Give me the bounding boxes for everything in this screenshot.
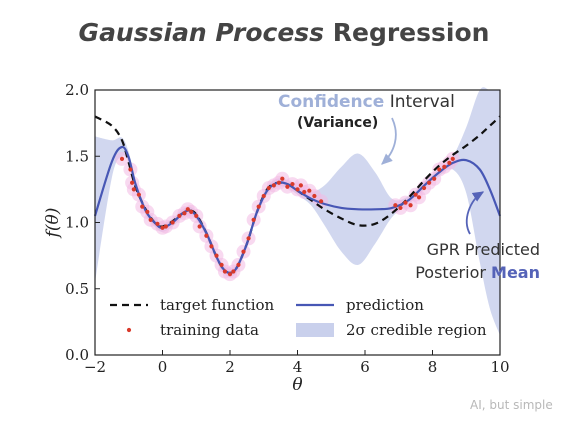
gpr-line-2-highlight: Mean	[491, 263, 540, 282]
training-point-51	[432, 176, 437, 181]
training-point-35	[285, 184, 290, 189]
x-tick-label-4: 6	[360, 358, 370, 376]
training-point-46	[408, 203, 413, 208]
training-point-53	[442, 164, 447, 169]
confidence-word: Confidence	[278, 92, 385, 112]
training-point-24	[231, 269, 236, 274]
y-axis-label: f(θ)	[43, 208, 63, 240]
training-point-16	[194, 213, 199, 218]
legend-key-training	[126, 327, 132, 333]
training-point-39	[302, 189, 307, 195]
training-point-6	[145, 209, 150, 214]
x-tick-label-1: 0	[158, 358, 168, 376]
training-point-44	[398, 205, 403, 211]
training-point-3	[131, 187, 136, 192]
training-point-28	[251, 217, 256, 222]
training-point-31	[266, 185, 271, 191]
x-tick-label-0: −2	[84, 358, 106, 376]
training-point-33	[276, 180, 282, 185]
training-point-13	[182, 211, 187, 216]
training-point-7	[148, 217, 153, 222]
legend-label-0: target function	[160, 296, 275, 314]
gpr-line-1: GPR Predicted	[426, 240, 540, 259]
legend-label-1: prediction	[346, 296, 424, 314]
training-point-12	[177, 213, 182, 218]
training-point-38	[298, 183, 303, 188]
gpr-mean-annotation: GPR Predicted Posterior Mean	[400, 238, 540, 284]
gpr-line-2: Posterior Mean	[400, 261, 540, 284]
training-point-30	[261, 193, 266, 199]
training-point-42	[319, 199, 324, 204]
title-rest-part: Regression	[332, 18, 490, 47]
confidence-interval-annotation: Confidence Interval	[278, 92, 455, 112]
training-point-15	[189, 209, 194, 214]
gpr-line-2-prefix: Posterior	[415, 263, 486, 282]
y-tick-label-4: 2.0	[65, 81, 89, 99]
training-point-23	[227, 272, 233, 277]
training-point-22	[222, 269, 228, 274]
training-point-32	[271, 183, 276, 188]
training-point-10	[163, 224, 168, 229]
training-point-5	[140, 204, 145, 209]
training-point-4	[136, 192, 141, 197]
y-tick-label-0: 0.0	[65, 346, 89, 364]
training-point-54	[447, 160, 452, 165]
training-point-45	[403, 200, 408, 205]
interval-word: Interval	[389, 92, 455, 112]
confidence-arrow	[381, 117, 397, 165]
variance-annotation: (Variance)	[297, 115, 379, 131]
y-tick-label-1: 0.5	[65, 280, 89, 298]
training-point-20	[214, 253, 219, 258]
training-point-52	[437, 167, 442, 172]
legend-label-3: 2σ credible region	[346, 321, 487, 339]
training-point-14	[185, 207, 190, 212]
x-tick-label-3: 4	[293, 358, 303, 376]
training-point-50	[427, 180, 432, 185]
training-point-47	[413, 192, 418, 197]
y-tick-label-3: 1.5	[65, 147, 89, 165]
training-point-25	[236, 262, 241, 267]
training-point-26	[241, 249, 246, 254]
training-point-49	[421, 185, 427, 191]
training-point-0	[119, 156, 125, 161]
x-axis-label: θ	[292, 375, 302, 395]
x-tick-label-6: 10	[490, 358, 509, 376]
training-point-29	[256, 204, 261, 209]
training-point-8	[155, 221, 160, 226]
training-point-1	[128, 167, 133, 172]
mean-arrow	[465, 191, 485, 235]
training-point-9	[160, 225, 165, 230]
training-point-40	[307, 188, 312, 193]
training-point-37	[295, 187, 300, 192]
training-point-55	[450, 156, 455, 161]
training-point-2	[130, 180, 135, 185]
legend-key-band	[296, 323, 334, 337]
training-point-18	[204, 233, 209, 238]
training-point-19	[209, 244, 214, 249]
y-tick-label-2: 1.0	[65, 214, 89, 232]
title-italic-part: Gaussian Process	[78, 18, 325, 47]
chart-title: Gaussian Process Regression	[0, 18, 568, 47]
training-point-43	[393, 203, 398, 208]
legend-label-2: training data	[160, 321, 259, 339]
training-point-36	[290, 181, 295, 187]
training-point-11	[170, 220, 175, 225]
training-point-21	[219, 262, 224, 267]
x-tick-label-2: 2	[225, 358, 235, 376]
training-point-41	[312, 193, 317, 199]
watermark: AI, but simple	[470, 398, 553, 412]
training-point-34	[280, 176, 285, 181]
training-point-17	[197, 224, 202, 229]
training-point-27	[246, 236, 251, 241]
training-point-48	[416, 195, 422, 200]
x-tick-label-5: 8	[428, 358, 438, 376]
